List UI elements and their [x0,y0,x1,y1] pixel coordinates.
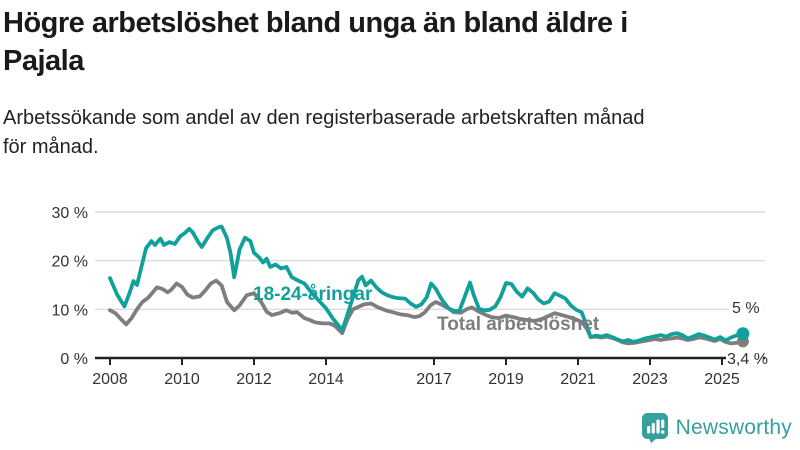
end-value-label: 5 % [732,300,760,317]
newsworthy-logo[interactable]: Newsworthy [641,412,792,443]
y-tick-label: 0 % [60,351,88,368]
series-label: Total arbetslöshet [437,314,600,335]
unemployment-line-chart: 0 % 10 % 20 % 30 % 2008 2010 2012 2014 2017 2019 2… [52,205,768,388]
end-label-bg [729,298,764,315]
x-tick-label: 2021 [560,371,596,388]
title-line-1: Högre arbetslöshet bland unga än bland ä… [3,7,628,39]
series-line [108,224,745,344]
x-tick-label: 2023 [632,371,668,388]
x-tick-label: 2012 [236,371,272,388]
y-tick-label: 10 % [52,302,88,319]
x-tick-label: 2019 [488,371,524,388]
y-tick-label: 20 % [52,254,88,271]
brand-name: Newsworthy [675,415,792,439]
y-tick-label: 30 % [52,205,88,222]
subtitle-line-2: för månad. [3,136,99,159]
series-end-dot [736,327,750,341]
x-tick-label: 2017 [416,371,452,388]
x-tick-label: 2014 [308,371,344,388]
end-label-bg [726,348,763,365]
chart-subtitle: Arbetssökande som andel av den registerb… [0,104,800,162]
x-tick-label: 2008 [92,371,128,388]
subtitle-line-1: Arbetssökande som andel av den registerb… [3,107,645,130]
series-line [108,278,745,346]
x-tick-label: 2010 [164,371,200,388]
newsworthy-icon [641,413,668,443]
x-tick-label: 2025 [704,371,740,388]
end-value-label: 3,4 % [727,351,768,368]
series-label: 18-24-åringar [253,284,373,305]
page-title: Högre arbetslöshet bland unga än bland ä… [0,0,800,80]
title-line-2: Pajala [3,44,84,77]
